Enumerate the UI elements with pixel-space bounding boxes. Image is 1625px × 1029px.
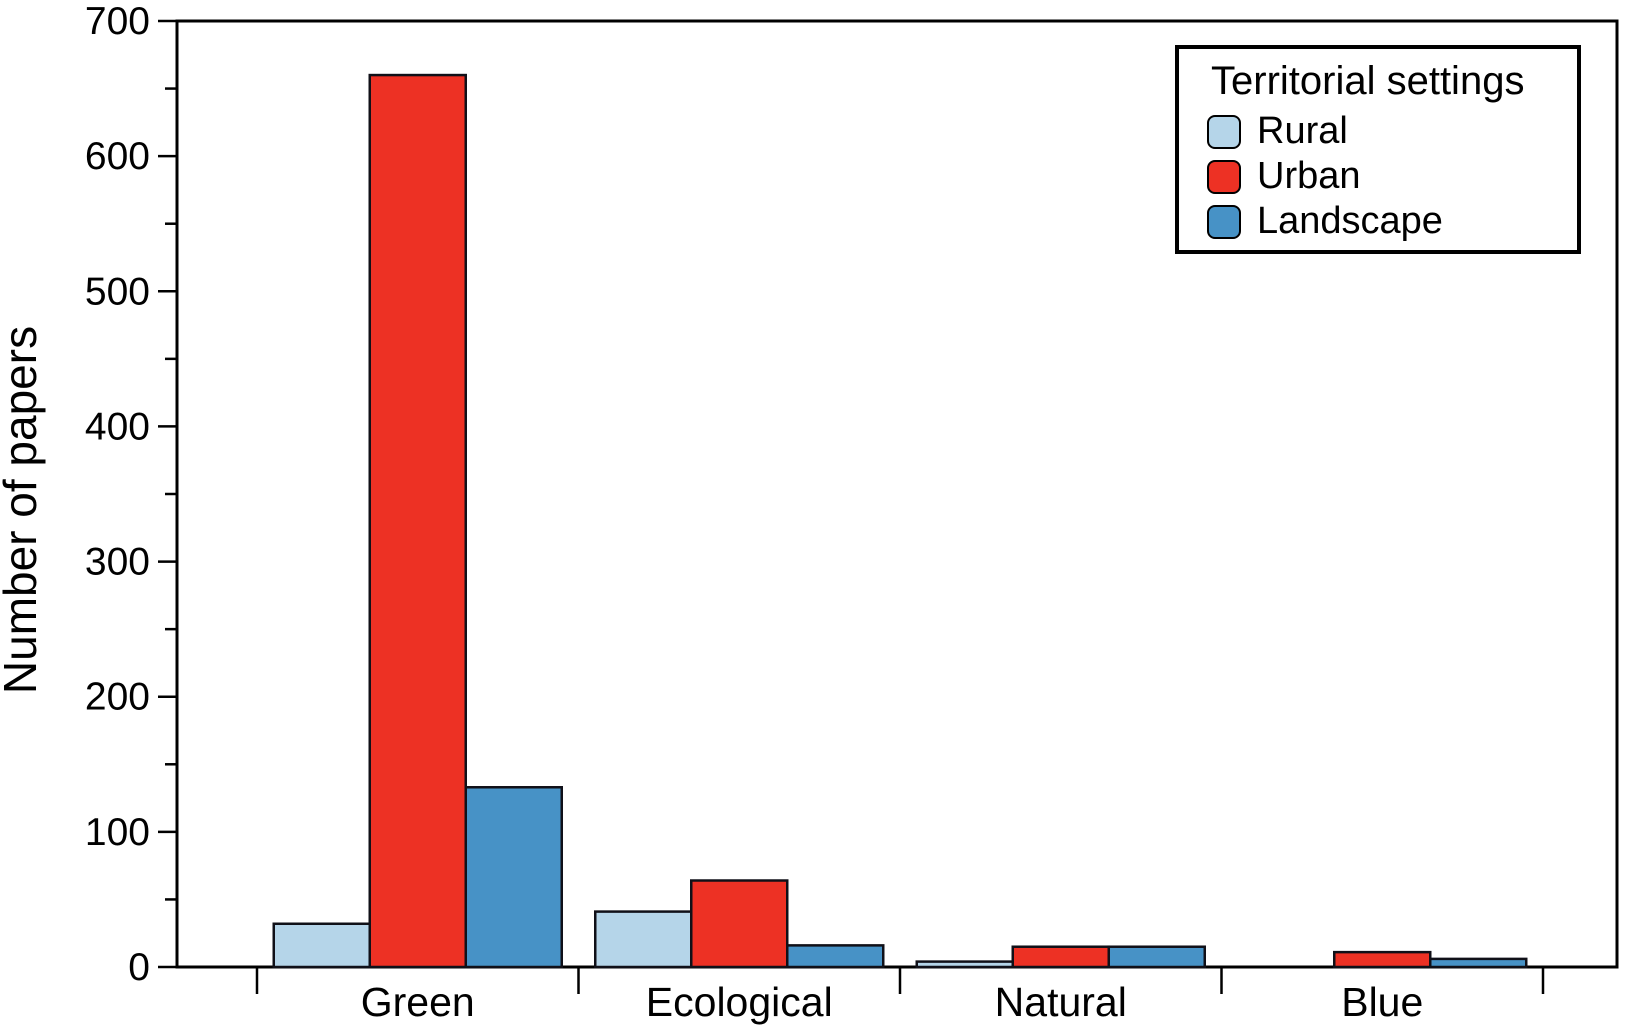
bar-landscape-blue [1429, 957, 1528, 969]
bar-urban-green [368, 73, 467, 969]
legend-item-rural: Rural [1207, 109, 1577, 154]
y-tick-label: 0 [128, 946, 150, 989]
bar-landscape-ecological [786, 944, 885, 969]
bar-rural-ecological [594, 910, 693, 969]
legend-label-urban: Urban [1257, 155, 1361, 197]
category-label: Ecological [646, 979, 833, 1025]
landscape-color-swatch [1207, 204, 1241, 239]
legend: Territorial settings Rural Urban Landsca… [1175, 45, 1581, 254]
urban-color-swatch [1207, 159, 1241, 194]
bar-urban-natural [1011, 945, 1110, 969]
category-label: Blue [1341, 979, 1423, 1025]
category-label: Green [361, 979, 475, 1025]
category-label: Natural [995, 979, 1127, 1025]
y-tick-label: 200 [85, 676, 150, 719]
bar-rural-green [272, 922, 371, 969]
legend-item-landscape: Landscape [1207, 199, 1577, 244]
y-tick-label: 600 [85, 135, 150, 178]
legend-label-rural: Rural [1257, 110, 1348, 152]
y-tick-label: 500 [85, 270, 150, 313]
bar-landscape-natural [1107, 945, 1206, 969]
y-tick-label: 400 [85, 405, 150, 448]
bar-landscape-green [464, 786, 563, 969]
legend-title: Territorial settings [1211, 59, 1525, 103]
legend-item-urban: Urban [1207, 154, 1577, 199]
bar-rural-natural [915, 960, 1014, 969]
y-tick-label: 300 [85, 541, 150, 584]
y-tick-label: 700 [85, 0, 150, 43]
legend-label-landscape: Landscape [1257, 200, 1443, 242]
bar-urban-ecological [690, 879, 789, 969]
rural-color-swatch [1207, 114, 1241, 149]
bar-urban-blue [1333, 950, 1432, 969]
y-axis-title: Number of papers [0, 326, 46, 694]
y-tick-label: 100 [85, 811, 150, 854]
